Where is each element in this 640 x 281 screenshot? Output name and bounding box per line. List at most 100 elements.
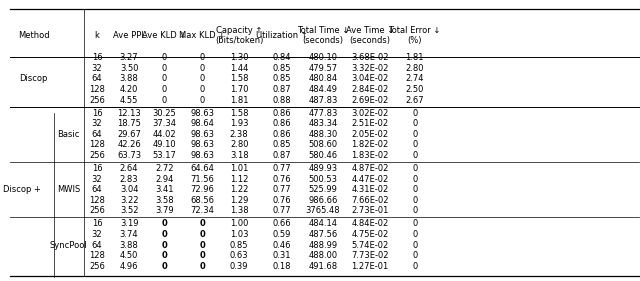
Text: 3.04: 3.04 [120,185,138,194]
Text: 32: 32 [92,119,102,128]
Text: 0: 0 [412,196,417,205]
Text: 98.63: 98.63 [190,108,214,117]
Text: 480.84: 480.84 [308,74,337,83]
Text: 2.38: 2.38 [230,130,248,139]
Text: 0: 0 [161,241,167,250]
Text: 3.19: 3.19 [120,219,138,228]
Text: 3.04E-02: 3.04E-02 [351,74,388,83]
Text: 0.88: 0.88 [273,96,291,105]
Text: 64.64: 64.64 [190,164,214,173]
Text: Discop +: Discop + [3,185,41,194]
Text: 72.34: 72.34 [190,207,214,216]
Text: 3.88: 3.88 [120,74,138,83]
Text: 68.56: 68.56 [190,196,214,205]
Text: 2.83: 2.83 [120,175,138,183]
Text: 3.27: 3.27 [120,53,138,62]
Text: 3.50: 3.50 [120,64,138,73]
Text: 0: 0 [162,74,167,83]
Text: 32: 32 [92,230,102,239]
Text: 1.81: 1.81 [406,53,424,62]
Text: 2.80: 2.80 [406,64,424,73]
Text: 0: 0 [199,219,205,228]
Text: 0.39: 0.39 [230,262,248,271]
Text: 4.55: 4.55 [120,96,138,105]
Text: 64: 64 [92,185,102,194]
Text: 0: 0 [412,185,417,194]
Text: 0: 0 [161,262,167,271]
Text: 0: 0 [412,119,417,128]
Text: 0.86: 0.86 [273,119,291,128]
Text: 1.38: 1.38 [230,207,248,216]
Text: 0: 0 [412,108,417,117]
Text: 3.68E-02: 3.68E-02 [351,53,389,62]
Text: Total Error ↓
(%): Total Error ↓ (%) [388,26,441,45]
Text: 0: 0 [200,85,205,94]
Text: 0: 0 [200,96,205,105]
Text: Ave PPL: Ave PPL [113,31,146,40]
Text: Method: Method [18,31,49,40]
Text: 2.67: 2.67 [405,96,424,105]
Text: 2.64: 2.64 [120,164,138,173]
Text: 16: 16 [92,53,102,62]
Text: 2.72: 2.72 [155,164,173,173]
Text: 0.85: 0.85 [230,241,248,250]
Text: 1.83E-02: 1.83E-02 [351,151,388,160]
Text: 3.22: 3.22 [120,196,138,205]
Text: SyncPool: SyncPool [50,241,88,250]
Text: 1.22: 1.22 [230,185,248,194]
Text: 480.10: 480.10 [308,53,337,62]
Text: 580.46: 580.46 [308,151,337,160]
Text: 0.76: 0.76 [273,196,291,205]
Text: 986.66: 986.66 [308,196,337,205]
Text: 487.83: 487.83 [308,96,337,105]
Text: 0.86: 0.86 [273,108,291,117]
Text: 71.56: 71.56 [190,175,214,183]
Text: Max KLD ↓: Max KLD ↓ [179,31,225,40]
Text: 72.96: 72.96 [190,185,214,194]
Text: 0.77: 0.77 [273,207,291,216]
Text: 98.63: 98.63 [190,151,214,160]
Text: 256: 256 [89,262,105,271]
Text: 0: 0 [161,251,167,260]
Text: 0.63: 0.63 [230,251,248,260]
Text: 98.64: 98.64 [190,119,214,128]
Text: 1.44: 1.44 [230,64,248,73]
Text: 256: 256 [89,96,105,105]
Text: 256: 256 [89,151,105,160]
Text: Discop: Discop [19,74,47,83]
Text: 0: 0 [199,262,205,271]
Text: 16: 16 [92,219,102,228]
Text: 37.34: 37.34 [152,119,177,128]
Text: 1.27E-01: 1.27E-01 [351,262,388,271]
Text: 3.18: 3.18 [230,151,248,160]
Text: 0.85: 0.85 [273,140,291,149]
Text: 3.02E-02: 3.02E-02 [351,108,388,117]
Text: 2.69E-02: 2.69E-02 [351,96,388,105]
Text: 1.81: 1.81 [230,96,248,105]
Text: 0.66: 0.66 [273,219,291,228]
Text: 0: 0 [412,207,417,216]
Text: 479.57: 479.57 [308,64,337,73]
Text: 0: 0 [162,64,167,73]
Text: 4.47E-02: 4.47E-02 [351,175,388,183]
Text: 0: 0 [200,64,205,73]
Text: 0: 0 [162,53,167,62]
Text: 484.49: 484.49 [308,85,337,94]
Text: 1.70: 1.70 [230,85,248,94]
Text: 0.85: 0.85 [273,64,291,73]
Text: 0: 0 [161,219,167,228]
Text: 0: 0 [199,241,205,250]
Text: 53.17: 53.17 [152,151,176,160]
Text: 0: 0 [162,85,167,94]
Text: 0.84: 0.84 [273,53,291,62]
Text: 98.63: 98.63 [190,130,214,139]
Text: 128: 128 [89,85,105,94]
Text: 2.94: 2.94 [155,175,173,183]
Text: 4.75E-02: 4.75E-02 [351,230,388,239]
Text: 3.79: 3.79 [155,207,173,216]
Text: 484.14: 484.14 [308,219,337,228]
Text: 3.74: 3.74 [120,230,138,239]
Text: 2.73E-01: 2.73E-01 [351,207,388,216]
Text: Total Time ↓
(seconds): Total Time ↓ (seconds) [297,26,349,45]
Text: 7.73E-02: 7.73E-02 [351,251,389,260]
